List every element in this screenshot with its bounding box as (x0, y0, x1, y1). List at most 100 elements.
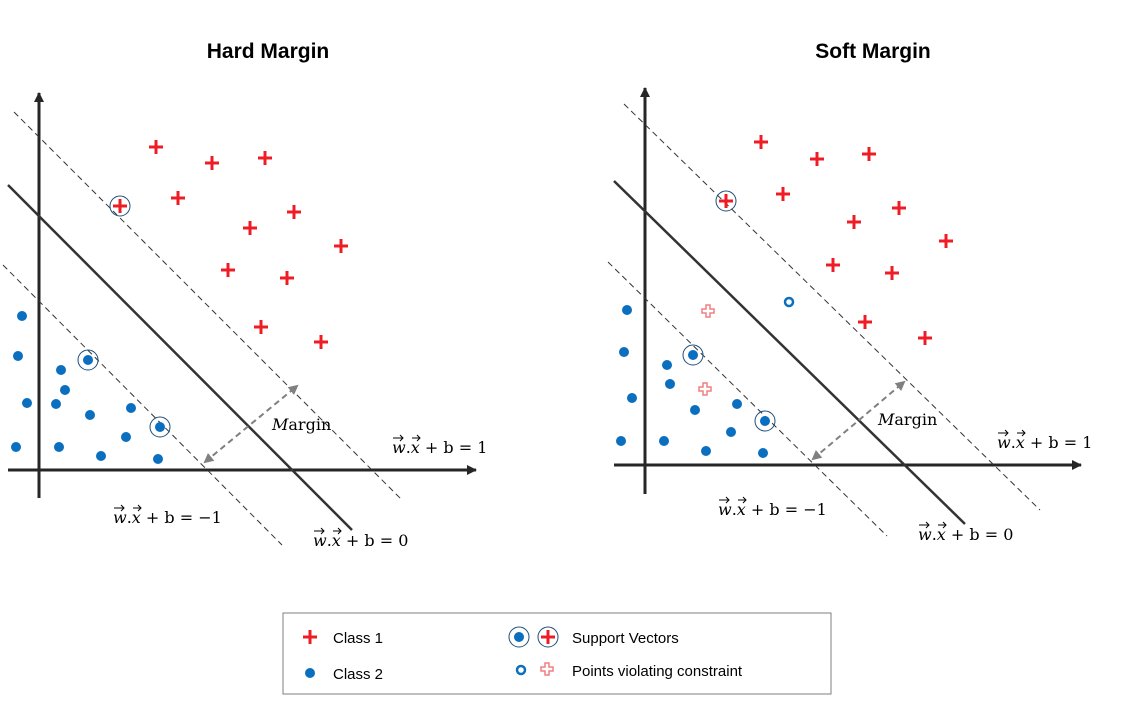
equation-zero: w.x + b = 0 (313, 527, 408, 550)
class2-point (126, 403, 136, 413)
class2-point (665, 379, 675, 389)
equation-negative: w.x + b = −1 (718, 496, 827, 519)
legend-support-vector-markers (508, 626, 559, 648)
class1-point (862, 147, 876, 161)
class1-point (847, 215, 861, 229)
class2-points (616, 305, 770, 458)
panel-title: Soft Margin (815, 40, 931, 63)
legend-class2-label: Class 2 (333, 666, 383, 683)
class1-point (258, 151, 272, 165)
class2-point (622, 305, 632, 315)
equation-positive: w.x + b = 1 (392, 434, 487, 457)
class2-support-vector-point (760, 416, 770, 426)
class1-support-vector-point (113, 199, 127, 213)
class2-point (96, 451, 106, 461)
class1-point (287, 205, 301, 219)
negative-margin-line (607, 261, 888, 537)
support-vector-ring (149, 416, 171, 438)
hard-margin-panel: Hard Margin Margin w.x + b = 1 w.x + b =… (2, 40, 487, 550)
class2-point (153, 454, 163, 464)
class2-point (701, 446, 711, 456)
panel-title: Hard Margin (207, 40, 330, 63)
class1-point (776, 187, 790, 201)
class1-point (885, 266, 899, 280)
class2-point (726, 427, 736, 437)
class1-point (918, 331, 932, 345)
equation-positive: w.x + b = 1 (997, 429, 1092, 452)
class2-point (616, 436, 626, 446)
class2-point (60, 385, 70, 395)
class2-point (121, 432, 131, 442)
class2-point (758, 448, 768, 458)
class1-points (719, 135, 953, 345)
class1-point (314, 335, 328, 349)
margin-label: Margin (271, 415, 331, 434)
svg-text:w.x + b = 1: w.x + b = 1 (392, 438, 487, 457)
violating-class1-point (698, 382, 712, 396)
equation-zero: w.x + b = 0 (918, 521, 1013, 544)
svg-text:w.x + b = 1: w.x + b = 1 (997, 433, 1092, 452)
legend-support-vectors-label: Support Vectors (572, 630, 679, 647)
class2-point (51, 399, 61, 409)
class2-point (56, 365, 66, 375)
legend-class1-marker (303, 630, 317, 644)
support-vector-ring (109, 195, 131, 217)
class2-points (11, 311, 165, 464)
class2-point (54, 442, 64, 452)
legend-violating-markers (515, 662, 554, 676)
soft-margin-panel: Soft Margin Margin w.x + b = 1 w.x + b =… (607, 40, 1092, 544)
class2-point (13, 351, 23, 361)
class1-point (254, 320, 268, 334)
class1-point (939, 234, 953, 248)
legend-violating-label: Points violating constraint (572, 663, 743, 680)
violating-class2-point (783, 296, 795, 308)
support-vector-ring (77, 349, 99, 371)
class2-support-vector-point (83, 355, 93, 365)
support-vector-ring (754, 410, 776, 432)
support-vector-ring (682, 344, 704, 366)
class2-support-vector-point (688, 350, 698, 360)
decision-boundary-line (613, 180, 966, 525)
positive-margin-line (13, 111, 403, 501)
class1-point (221, 263, 235, 277)
class2-point (17, 311, 27, 321)
legend-class2-marker (305, 668, 315, 678)
class1-point (205, 156, 219, 170)
equation-negative: w.x + b = −1 (113, 504, 222, 527)
class2-point (659, 436, 669, 446)
class1-points (113, 140, 348, 349)
class1-point (171, 191, 185, 205)
legend-class1-label: Class 1 (333, 630, 383, 647)
class2-point (732, 399, 742, 409)
decision-boundary-line (7, 184, 353, 531)
svg-text:w.x + b = −1: w.x + b = −1 (113, 508, 222, 527)
margin-label: Margin (877, 410, 937, 429)
class2-point (22, 398, 32, 408)
class2-point (662, 360, 672, 370)
class1-point (858, 315, 872, 329)
class2-point (627, 393, 637, 403)
class1-support-vector-point (719, 194, 733, 208)
svg-text:w.x + b = 0: w.x + b = 0 (313, 531, 408, 550)
class1-point (149, 140, 163, 154)
class1-point (243, 221, 257, 235)
class1-point (826, 258, 840, 272)
class2-support-vector-point (155, 422, 165, 432)
class2-point (619, 347, 629, 357)
class1-point (810, 152, 824, 166)
class2-point (85, 410, 95, 420)
negative-margin-line (2, 264, 283, 546)
class1-point (280, 271, 294, 285)
support-vector-ring (715, 190, 737, 212)
positive-margin-line (623, 103, 1041, 511)
violating-class1-points (698, 304, 715, 396)
class1-point (892, 201, 906, 215)
legend-box (282, 612, 832, 695)
legend: Class 1 Class 2 Support Vectors Points v… (282, 612, 832, 695)
class1-point (754, 135, 768, 149)
svg-text:w.x + b = 0: w.x + b = 0 (918, 525, 1013, 544)
class2-point (11, 442, 21, 452)
violating-class1-point (701, 304, 715, 318)
class1-point (334, 239, 348, 253)
